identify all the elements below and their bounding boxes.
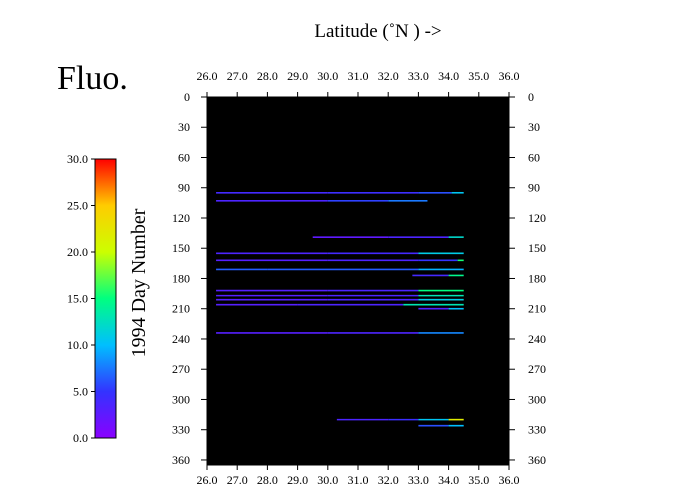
y-tick-label-right: 150 (528, 241, 546, 255)
y-tick-label-left: 0 (184, 90, 190, 104)
colorbar-tick-label: 20.0 (67, 245, 88, 259)
x-tick-label-bottom: 28.0 (257, 473, 278, 487)
x-tick-label-bottom: 33.0 (408, 473, 429, 487)
y-tick-label-left: 330 (172, 423, 190, 437)
y-tick-label-right: 240 (528, 332, 546, 346)
colorbar: 30.0 25.0 20.0 15.0 10.0 5.0 0.0 (67, 152, 117, 445)
data-tracks (216, 191, 464, 427)
y-tick-label-left: 300 (172, 392, 190, 406)
y-tick-label-right: 300 (528, 392, 546, 406)
y-tick-label-left: 120 (172, 211, 190, 225)
y-tick-label-left: 240 (172, 332, 190, 346)
x-tick-label-top: 35.0 (468, 69, 489, 83)
x-tick-label-bottom: 31.0 (348, 473, 369, 487)
y-tick-label-left: 270 (172, 362, 190, 376)
x-tick-label-top: 34.0 (438, 69, 459, 83)
y-tick-label-right: 270 (528, 362, 546, 376)
x-tick-label-bottom: 35.0 (468, 473, 489, 487)
y-tick-label-left: 210 (172, 302, 190, 316)
y-tick-label-right: 60 (528, 150, 540, 164)
x-tick-label-top: 29.0 (287, 69, 308, 83)
y-tick-label-right: 0 (528, 90, 534, 104)
x-tick-label-bottom: 32.0 (378, 473, 399, 487)
y-tick-label-left: 60 (178, 150, 190, 164)
chart-title: Fluo. (57, 60, 128, 97)
x-tick-label-bottom: 30.0 (317, 473, 338, 487)
x-tick-label-bottom: 27.0 (227, 473, 248, 487)
x-tick-label-top: 36.0 (499, 69, 520, 83)
y-tick-label-right: 120 (528, 211, 546, 225)
x-axis-label: Latitude (˚N ) -> (314, 21, 441, 42)
colorbar-gradient (94, 158, 117, 439)
colorbar-tick-label: 10.0 (67, 338, 88, 352)
x-tick-label-top: 26.0 (197, 69, 218, 83)
plot-area (207, 97, 509, 465)
x-tick-label-bottom: 29.0 (287, 473, 308, 487)
colorbar-tick-label: 5.0 (73, 385, 88, 399)
x-tick-label-top: 27.0 (227, 69, 248, 83)
colorbar-tick-label: 30.0 (67, 152, 88, 166)
y-tick-label-right: 360 (528, 453, 546, 467)
y-axis-label: 1994 Day Number (128, 208, 150, 357)
y-tick-label-right: 180 (528, 271, 546, 285)
colorbar-tick-label: 15.0 (67, 292, 88, 306)
y-tick-label-right: 90 (528, 181, 540, 195)
colorbar-tick-label: 25.0 (67, 199, 88, 213)
x-tick-label-top: 33.0 (408, 69, 429, 83)
axes: 26.0 26.0 27.0 27.0 28.0 28.0 29.0 29.0 30.0 30.0… (172, 69, 546, 487)
x-tick-label-bottom: 36.0 (499, 473, 520, 487)
y-tick-label-left: 180 (172, 271, 190, 285)
y-tick-label-right: 330 (528, 423, 546, 437)
y-tick-label-left: 90 (178, 181, 190, 195)
y-tick-label-left: 30 (178, 120, 190, 134)
colorbar-tick-label: 0.0 (73, 431, 88, 445)
x-tick-label-top: 32.0 (378, 69, 399, 83)
x-tick-label-top: 28.0 (257, 69, 278, 83)
y-tick-label-right: 30 (528, 120, 540, 134)
x-tick-label-bottom: 26.0 (197, 473, 218, 487)
y-tick-label-right: 210 (528, 302, 546, 316)
x-tick-label-bottom: 34.0 (438, 473, 459, 487)
x-tick-label-top: 30.0 (317, 69, 338, 83)
x-tick-label-top: 31.0 (348, 69, 369, 83)
y-tick-label-left: 360 (172, 453, 190, 467)
y-tick-label-left: 150 (172, 241, 190, 255)
